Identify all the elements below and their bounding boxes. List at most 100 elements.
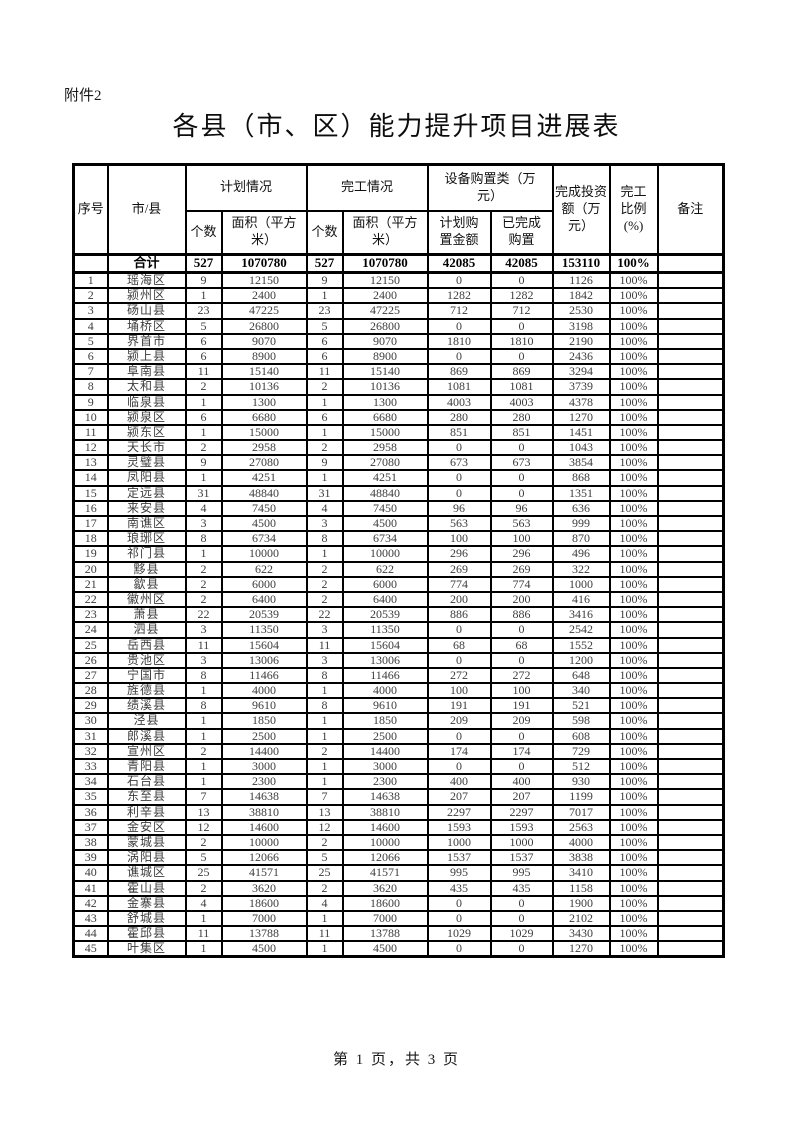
plan-area-cell: 6400 bbox=[220, 590, 308, 609]
remark-cell bbox=[656, 575, 725, 593]
region-cell: 宁国市 bbox=[106, 666, 187, 685]
done-count-cell: 11 bbox=[305, 363, 344, 381]
done-count-cell: 3 bbox=[305, 514, 344, 533]
done-area-cell: 3620 bbox=[341, 879, 429, 897]
equip-planned-cell: 0 bbox=[426, 469, 492, 487]
remark-cell bbox=[656, 757, 725, 776]
plan-count-cell: 4 bbox=[184, 499, 223, 518]
plan-count-cell: 2 bbox=[184, 378, 223, 396]
plan-count-cell: 5 bbox=[184, 317, 223, 335]
plan-count-cell: 1 bbox=[184, 712, 223, 730]
header-plan-group: 计划情况 bbox=[184, 163, 308, 212]
remark-cell bbox=[656, 439, 725, 457]
region-cell: 祁门县 bbox=[106, 545, 187, 563]
ratio-cell: 100% bbox=[608, 606, 659, 624]
equip-planned-cell: 200 bbox=[426, 590, 492, 609]
ratio-cell: 100% bbox=[608, 864, 659, 882]
header-seq: 序号 bbox=[72, 163, 109, 256]
remark-cell bbox=[656, 317, 725, 335]
plan-count-cell: 11 bbox=[184, 363, 223, 381]
done-count-cell: 9 bbox=[305, 271, 344, 290]
remark-cell bbox=[656, 940, 725, 958]
row-index-cell: 3 bbox=[72, 302, 109, 320]
plan-area-cell: 6680 bbox=[220, 408, 308, 426]
equip-planned-cell: 0 bbox=[426, 621, 492, 639]
plan-area-cell: 10136 bbox=[220, 378, 308, 396]
plan-count-cell: 8 bbox=[184, 697, 223, 715]
done-area-cell: 12066 bbox=[341, 849, 429, 867]
plan-count-cell: 11 bbox=[184, 636, 223, 654]
table-row: 32 宣州区 2 14400 2 14400 174 174 729 100% bbox=[72, 742, 725, 761]
investment-cell: 3838 bbox=[551, 849, 611, 867]
plan-area-cell: 6000 bbox=[220, 575, 308, 593]
investment-cell: 2190 bbox=[551, 332, 611, 350]
table-row: 41 霍山县 2 3620 2 3620 435 435 1158 100% bbox=[72, 879, 725, 897]
plan-count-cell: 3 bbox=[184, 514, 223, 533]
done-area-cell: 41571 bbox=[341, 864, 429, 882]
equip-planned-cell: 2297 bbox=[426, 803, 492, 821]
plan-area-cell: 4251 bbox=[220, 469, 308, 487]
done-count-cell: 12 bbox=[305, 818, 344, 836]
table-row: 22 徽州区 2 6400 2 6400 200 200 416 100% bbox=[72, 590, 725, 609]
done-area-cell: 7450 bbox=[341, 499, 429, 518]
done-area-cell: 4500 bbox=[341, 940, 429, 958]
total-value-cell: 100% bbox=[608, 253, 659, 274]
plan-area-cell: 4500 bbox=[220, 940, 308, 958]
equip-planned-cell: 1029 bbox=[426, 925, 492, 943]
done-count-cell: 1 bbox=[305, 393, 344, 411]
header-completion-ratio: 完工 比例 (%) bbox=[608, 163, 659, 256]
plan-count-cell: 9 bbox=[184, 454, 223, 472]
done-area-cell: 1300 bbox=[341, 393, 429, 411]
row-index-cell: 41 bbox=[72, 879, 109, 897]
table-row: 35 东至县 7 14638 7 14638 207 207 1199 100% bbox=[72, 788, 725, 806]
equip-planned-cell: 563 bbox=[426, 514, 492, 533]
investment-cell: 2563 bbox=[551, 818, 611, 836]
table-row: 15 定远县 31 48840 31 48840 0 0 1351 100% bbox=[72, 484, 725, 502]
done-count-cell: 23 bbox=[305, 302, 344, 320]
remark-cell bbox=[656, 818, 725, 836]
table-row: 8 太和县 2 10136 2 10136 1081 1081 3739 100% bbox=[72, 378, 725, 396]
remark-cell bbox=[656, 636, 725, 654]
plan-area-cell: 15000 bbox=[220, 423, 308, 442]
table-row: 23 萧县 22 20539 22 20539 886 886 3416 100% bbox=[72, 606, 725, 624]
investment-cell: 521 bbox=[551, 697, 611, 715]
ratio-cell: 100% bbox=[608, 347, 659, 366]
ratio-cell: 100% bbox=[608, 818, 659, 836]
row-index-cell: 19 bbox=[72, 545, 109, 563]
equip-planned-cell: 1593 bbox=[426, 818, 492, 836]
equip-done-cell: 400 bbox=[489, 773, 554, 791]
done-area-cell: 7000 bbox=[341, 909, 429, 928]
ratio-cell: 100% bbox=[608, 514, 659, 533]
region-cell: 绩溪县 bbox=[106, 697, 187, 715]
plan-count-cell: 1 bbox=[184, 773, 223, 791]
done-area-cell: 12150 bbox=[341, 271, 429, 290]
remark-cell bbox=[656, 697, 725, 715]
row-index-cell: 31 bbox=[72, 727, 109, 745]
row-index-cell: 45 bbox=[72, 940, 109, 958]
done-area-cell: 13006 bbox=[341, 651, 429, 669]
equip-planned-cell: 207 bbox=[426, 788, 492, 806]
total-seq-cell bbox=[72, 253, 109, 274]
done-count-cell: 8 bbox=[305, 666, 344, 685]
investment-cell: 322 bbox=[551, 560, 611, 578]
region-cell: 宣州区 bbox=[106, 742, 187, 761]
table-row: 27 宁国市 8 11466 8 11466 272 272 648 100% bbox=[72, 666, 725, 685]
ratio-cell: 100% bbox=[608, 545, 659, 563]
investment-cell: 3294 bbox=[551, 363, 611, 381]
row-index-cell: 33 bbox=[72, 757, 109, 776]
plan-area-cell: 15140 bbox=[220, 363, 308, 381]
investment-cell: 598 bbox=[551, 712, 611, 730]
table-row: 37 金安区 12 14600 12 14600 1593 1593 2563 100% bbox=[72, 818, 725, 836]
equip-planned-cell: 0 bbox=[426, 727, 492, 745]
done-area-cell: 27080 bbox=[341, 454, 429, 472]
row-index-cell: 26 bbox=[72, 651, 109, 669]
remark-cell bbox=[656, 378, 725, 396]
plan-count-cell: 1 bbox=[184, 545, 223, 563]
row-index-cell: 39 bbox=[72, 849, 109, 867]
investment-cell: 512 bbox=[551, 757, 611, 776]
remark-cell bbox=[656, 606, 725, 624]
table-row: 16 来安县 4 7450 4 7450 96 96 636 100% bbox=[72, 499, 725, 518]
table-row: 44 霍邱县 11 13788 11 13788 1029 1029 3430 100% bbox=[72, 925, 725, 943]
equip-planned-cell: 0 bbox=[426, 484, 492, 502]
region-cell: 霍山县 bbox=[106, 879, 187, 897]
